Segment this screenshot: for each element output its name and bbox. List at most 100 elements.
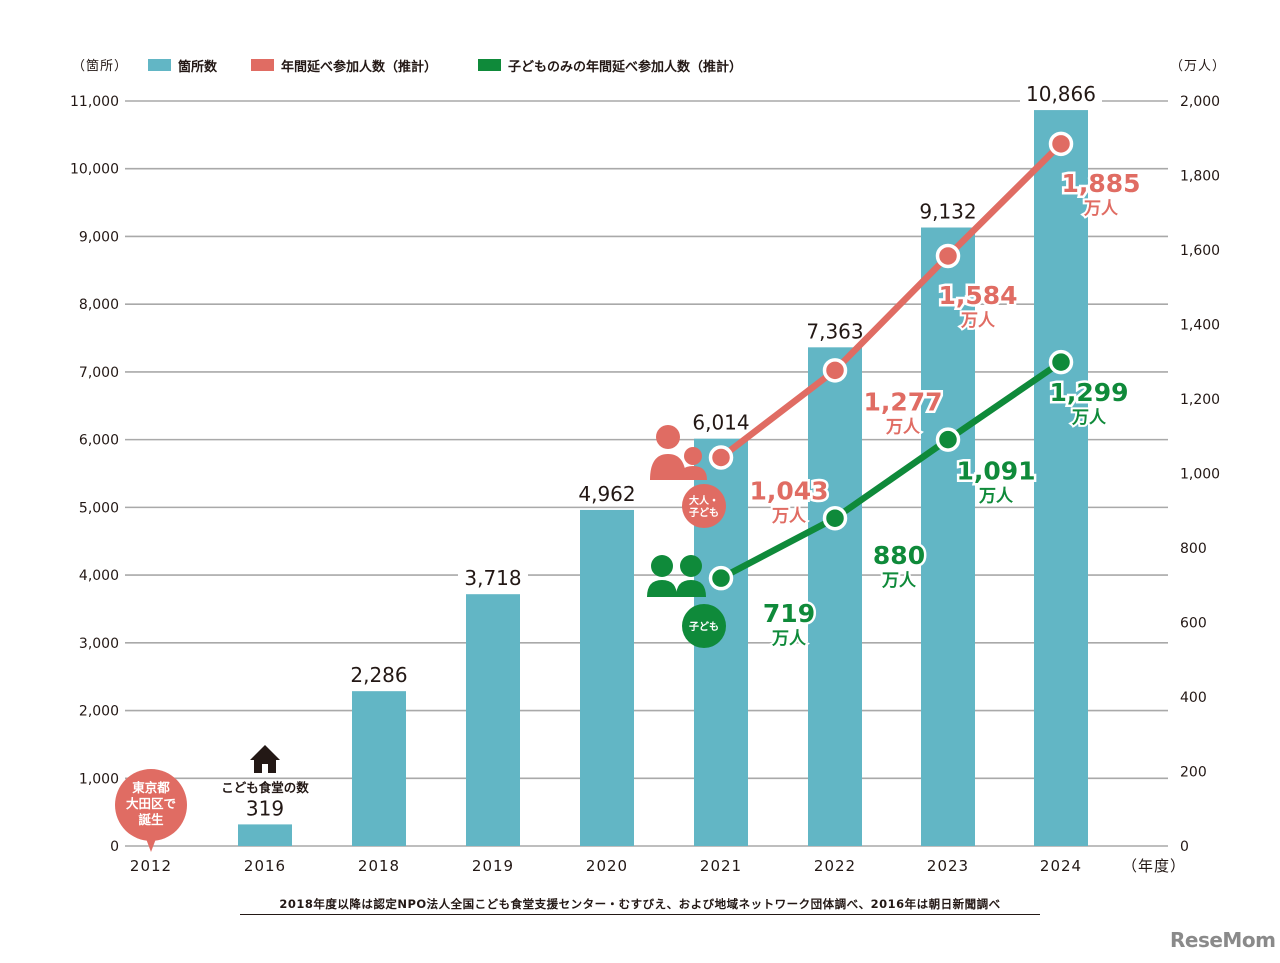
point-unit-label: 万人 bbox=[771, 506, 807, 526]
bar-data-label: 6,014 bbox=[692, 411, 749, 435]
bar-label-bg bbox=[458, 564, 528, 591]
child-icon-head bbox=[684, 447, 702, 465]
x-tick-label: 2022 bbox=[814, 857, 856, 875]
gridlines bbox=[125, 100, 1168, 847]
legend-swatch bbox=[251, 59, 274, 71]
origin-badge-text: 東京都 bbox=[132, 780, 170, 795]
x-unit: （年度） bbox=[1122, 857, 1186, 875]
y-left-tick-label: 6,000 bbox=[79, 433, 119, 449]
series-point bbox=[822, 358, 848, 383]
y-right-tick-label: 1,800 bbox=[1180, 169, 1220, 185]
point-unit-label: 万人 bbox=[960, 311, 996, 331]
point-data-label: 1,043 bbox=[749, 476, 828, 505]
bar bbox=[352, 691, 406, 846]
legend-swatch bbox=[478, 59, 501, 71]
bar bbox=[466, 594, 520, 846]
y-right-tick-label: 400 bbox=[1180, 690, 1207, 706]
legend-label: 年間延べ参加人数（推計） bbox=[281, 59, 437, 75]
series-point bbox=[935, 243, 961, 269]
point-unit-label: 万人 bbox=[1071, 408, 1107, 428]
point-data-label: 1,584 bbox=[938, 281, 1017, 310]
series-point bbox=[935, 427, 961, 452]
house-caption: こども食堂の数 bbox=[221, 780, 309, 795]
kid-icon-body bbox=[676, 580, 706, 597]
bar-data-label: 3,718 bbox=[464, 566, 521, 590]
y-left-tick-label: 5,000 bbox=[79, 500, 119, 516]
legend-swatch bbox=[148, 59, 171, 71]
bar bbox=[921, 227, 975, 847]
y-left-tick-label: 4,000 bbox=[79, 568, 119, 584]
y-left-tick-label: 2,000 bbox=[79, 704, 119, 720]
series-line bbox=[719, 141, 1064, 461]
child-badge-text: 子ども bbox=[689, 620, 719, 633]
y-right-tick-label: 200 bbox=[1180, 765, 1207, 781]
point-unit-label: 万人 bbox=[771, 629, 807, 649]
origin-badge-text: 誕生 bbox=[138, 812, 164, 827]
x-tick-label: 2018 bbox=[358, 857, 400, 875]
y-left-unit: （箇所） bbox=[72, 58, 128, 74]
bar-data-label: 10,866 bbox=[1026, 82, 1096, 106]
y-right-tick-label: 0 bbox=[1180, 839, 1189, 855]
bar-label-bg bbox=[572, 479, 642, 506]
bar-label-bg bbox=[800, 317, 870, 344]
legend-label: 箇所数 bbox=[178, 59, 218, 75]
x-tick-label: 2016 bbox=[244, 857, 286, 875]
x-tick-label: 2021 bbox=[700, 857, 742, 875]
y-left-tick-label: 0 bbox=[110, 839, 119, 855]
series-point bbox=[822, 505, 848, 531]
adult-child-badge-text: 大人・ bbox=[689, 494, 719, 507]
point-data-label: 1,091 bbox=[956, 457, 1035, 486]
origin-badge-text: 大田区で bbox=[126, 796, 176, 811]
source-note: 2018年度以降は認定NPO法人全国こども食堂支援センター・むすびえ、および地域… bbox=[279, 897, 1001, 911]
axes: 0 1,000 2,000 3,000 4,000 5,000 6,000 7,000 8,00… bbox=[70, 58, 1225, 875]
y-left-tick-label: 1,000 bbox=[79, 771, 119, 787]
bar bbox=[580, 509, 634, 846]
bar-label-bg bbox=[344, 661, 414, 688]
adult-icon-body bbox=[650, 454, 686, 480]
legend-label: 子どものみの年間延べ参加人数（推計） bbox=[508, 59, 742, 75]
point-unit-label: 万人 bbox=[885, 417, 921, 437]
house-icon bbox=[250, 745, 280, 773]
point-unit-label: 万人 bbox=[978, 487, 1014, 507]
series-point bbox=[1048, 131, 1074, 157]
house-icon-door bbox=[262, 764, 268, 773]
bar-data-label: 319 bbox=[246, 796, 284, 820]
kid-icon-head bbox=[651, 555, 673, 577]
bar-data-label: 4,962 bbox=[578, 482, 635, 506]
y-left-tick-label: 9,000 bbox=[79, 229, 119, 245]
point-data-label: 1,885 bbox=[1061, 169, 1140, 198]
y-right-tick-label: 1,400 bbox=[1180, 318, 1220, 334]
series-line bbox=[719, 359, 1063, 582]
series-point bbox=[708, 565, 734, 591]
adult-icon-head bbox=[656, 425, 680, 449]
bar-label-bg bbox=[242, 794, 288, 821]
series-point bbox=[708, 445, 734, 470]
adult-child-badge-text: 子ども bbox=[689, 506, 719, 519]
bar-data-label: 9,132 bbox=[919, 200, 976, 224]
bar-label-bg bbox=[913, 197, 983, 224]
y-right-tick-label: 600 bbox=[1180, 616, 1207, 632]
kid-icon-body bbox=[647, 580, 677, 597]
child-badge bbox=[682, 604, 726, 648]
point-unit-label: 万人 bbox=[881, 571, 917, 591]
series-point bbox=[1048, 349, 1074, 375]
point-data-label: 1,277 bbox=[863, 387, 942, 416]
point-data-label: 1,299 bbox=[1049, 378, 1128, 407]
y-left-tick-label: 3,000 bbox=[79, 636, 119, 652]
x-tick-label: 2012 bbox=[130, 857, 172, 875]
child-icon-body bbox=[679, 466, 707, 480]
x-tick-label: 2023 bbox=[927, 857, 969, 875]
y-right-tick-label: 800 bbox=[1180, 541, 1207, 557]
x-tick-label: 2020 bbox=[586, 857, 628, 875]
y-left-tick-label: 11,000 bbox=[70, 94, 119, 110]
y-right-tick-label: 1,600 bbox=[1180, 243, 1220, 259]
bar bbox=[1034, 110, 1088, 847]
point-data-label: 719 bbox=[763, 599, 815, 628]
bar bbox=[808, 347, 862, 846]
point-data-label: 880 bbox=[873, 541, 925, 570]
bar-label-bg bbox=[686, 408, 756, 435]
point-unit-label: 万人 bbox=[1083, 199, 1119, 219]
kid-icon-head bbox=[680, 555, 702, 577]
